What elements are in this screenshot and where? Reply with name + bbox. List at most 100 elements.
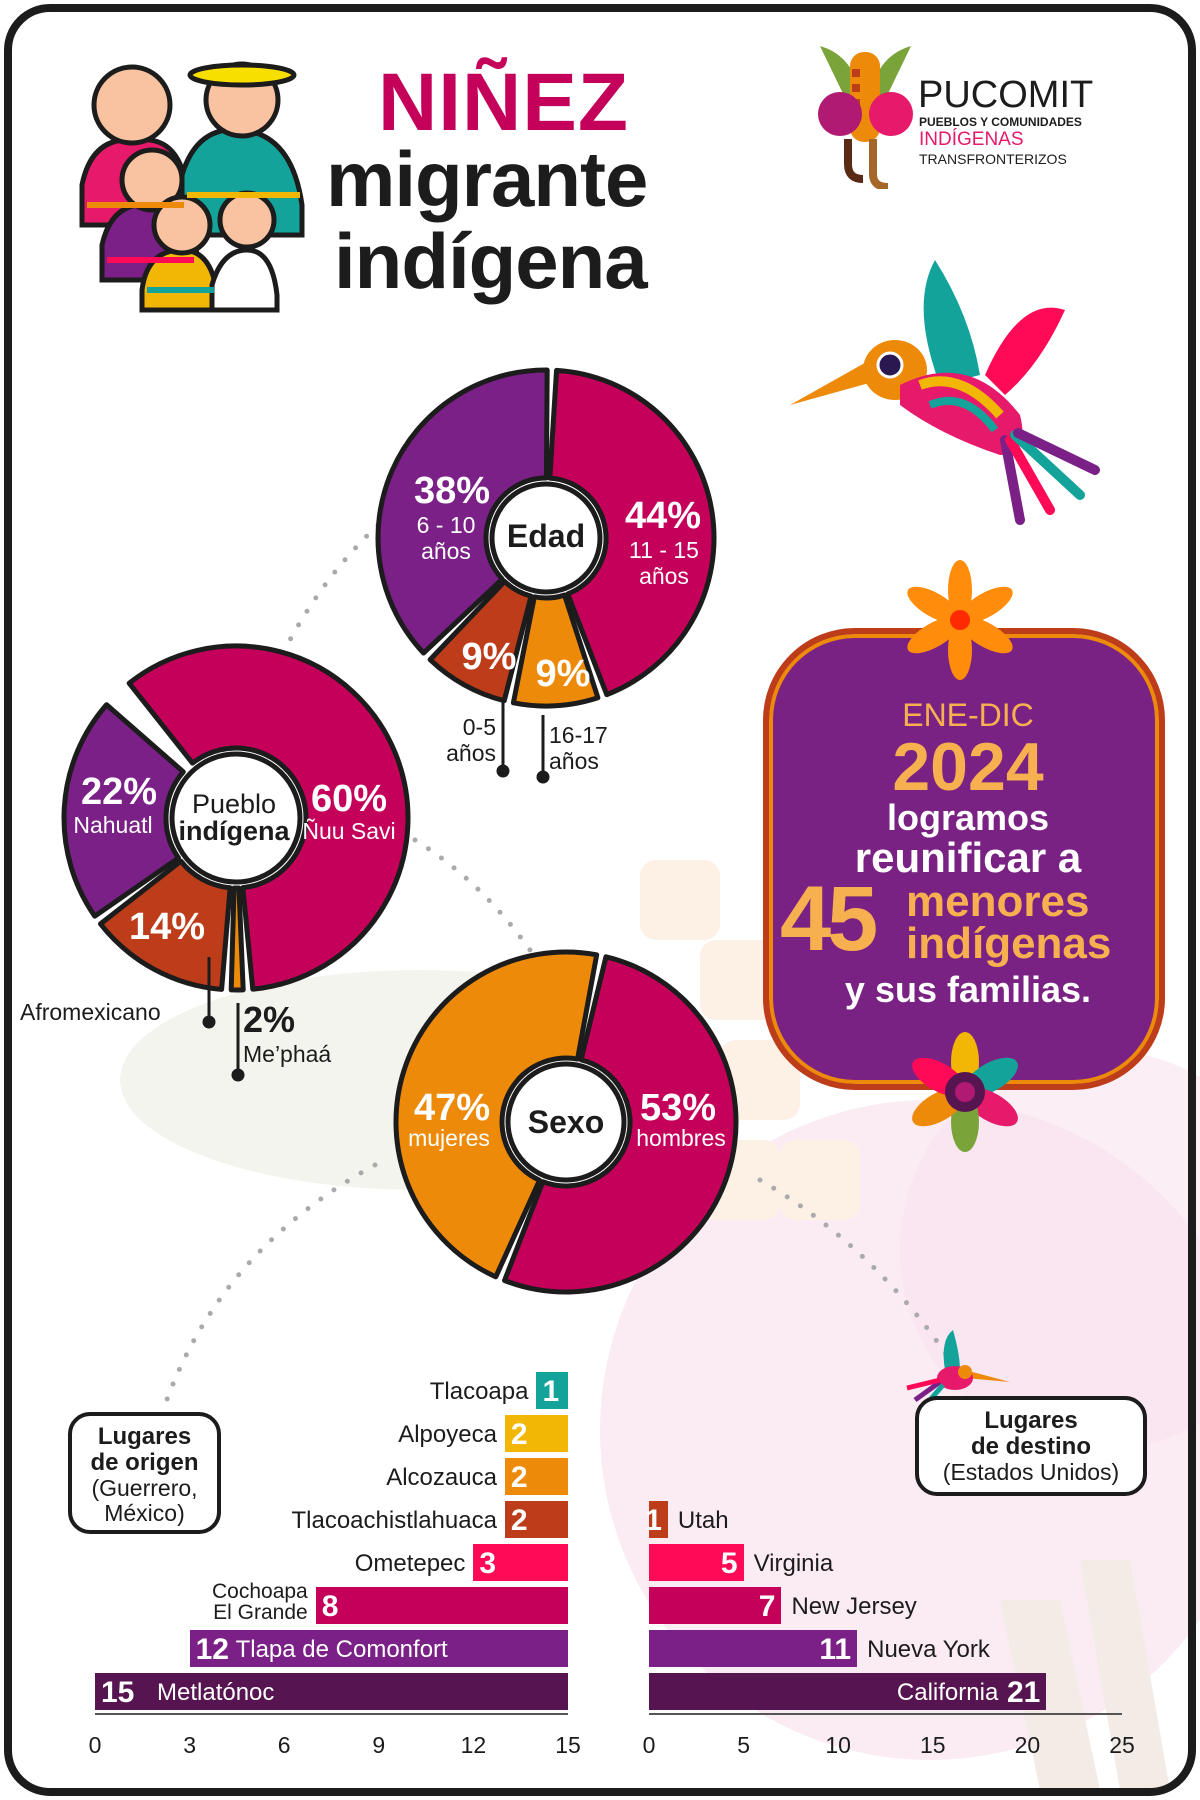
- origin-axis-line: [95, 1713, 568, 1715]
- origin-bar-label: Tlapa de Comonfort: [235, 1636, 448, 1663]
- destination-axis-tick: 5: [737, 1732, 750, 1758]
- origin-bar: 15 Metlatónoc: [95, 1673, 568, 1710]
- logo-line3: TRANSFRONTERIZOS: [919, 151, 1067, 167]
- destination-axis-line: [649, 1713, 1122, 1715]
- destination-bar: 21 California: [649, 1673, 1047, 1710]
- sexo-slice-0: [502, 954, 739, 1295]
- origin-bar-label: Alpoyeca: [398, 1421, 497, 1448]
- origin-bar-label: Ometepec: [354, 1550, 466, 1577]
- destination-bar-label: Utah: [677, 1507, 729, 1534]
- origin-bar: 2: [504, 1501, 568, 1538]
- orange-flower-icon: [907, 560, 1013, 680]
- destination-legend: Lugares de destino (Estados Unidos): [915, 1396, 1147, 1496]
- origin-bar: 12 Tlapa de Comonfort: [189, 1630, 568, 1667]
- origin-axis-tick: 0: [88, 1732, 102, 1758]
- sexo-pct-hombres: 53%: [639, 1087, 717, 1129]
- origin-bar-label: Cochoapa El Grande: [211, 1580, 308, 1624]
- origin-bar-label: Tlacoachistlahuaca: [291, 1507, 497, 1534]
- destination-bar: 11: [649, 1630, 858, 1667]
- pueblo-label-mephaa: Me’phaá: [243, 1041, 332, 1067]
- origin-legend-title1: Lugares: [97, 1423, 192, 1450]
- period-label: ENE-DIC: [902, 697, 1034, 733]
- sexo-label-mujeres: mujeres: [408, 1125, 490, 1151]
- edad-label-16-17-anos: años: [549, 748, 599, 774]
- origin-bar-value: 2: [510, 1504, 528, 1537]
- pueblo-label-afromexicano: Afromexicano: [20, 999, 161, 1025]
- origin-bar-label: Tlacoapa: [429, 1378, 529, 1405]
- pueblo-center-label2: indígena: [178, 816, 290, 846]
- destination-bar-label: Nueva York: [867, 1636, 990, 1663]
- destination-axis-tick: 25: [1109, 1732, 1135, 1758]
- edad-label-6-10: 6 - 10: [416, 512, 476, 538]
- destination-legend-sub: (Estados Unidos): [942, 1458, 1120, 1485]
- pueblo-slice-1: [228, 885, 246, 993]
- hummingbird-illustration: [790, 260, 1100, 525]
- origin-bar: 1: [536, 1372, 568, 1409]
- highlight-line1: logramos: [886, 797, 1050, 838]
- destination-bar-label: Virginia: [753, 1550, 834, 1577]
- origin-bar-value: 12: [195, 1633, 229, 1666]
- edad-pct-0-5: 9%: [461, 636, 517, 678]
- edad-label-6-10-anos: años: [421, 538, 471, 564]
- sexo-center-circle: [505, 1061, 627, 1183]
- origin-legend-sub2: México): [104, 1499, 185, 1526]
- destination-bar: 5: [649, 1544, 744, 1581]
- edad-center-label: Edad: [506, 518, 586, 554]
- logo-line2: INDÍGENAS: [919, 129, 1024, 150]
- corn-logo-icon: [818, 46, 913, 189]
- title-line1: NIÑEZ: [378, 57, 629, 148]
- sexo-center-label: Sexo: [527, 1104, 605, 1140]
- edad-slice-2: [427, 578, 534, 704]
- destination-axis-tick: 0: [642, 1732, 656, 1758]
- children-illustration: [79, 61, 305, 313]
- colorful-flower-icon: [912, 1032, 1018, 1152]
- edad-label-0-5-anos: años: [446, 740, 496, 766]
- origin-axis-tick: 3: [183, 1732, 196, 1758]
- year-label: 2024: [892, 729, 1044, 805]
- origin-axis-tick: 9: [372, 1732, 386, 1758]
- pueblo-pct-nuu-savi: 60%: [310, 778, 388, 820]
- pueblo-pct-nahuatl: 22%: [80, 771, 158, 813]
- highlight-line4: indígenas: [906, 919, 1112, 968]
- destination-bar-value: 1: [645, 1504, 662, 1537]
- pucomit-logo: PUCOMIT PUEBLOS Y COMUNIDADES INDÍGENAS …: [818, 44, 1098, 189]
- origin-legend-title2: de origen: [90, 1448, 199, 1476]
- edad-label-11-15-anos: años: [639, 563, 689, 589]
- origin-axis-tick: 15: [555, 1732, 581, 1758]
- origin-axis-tick: 12: [460, 1732, 487, 1758]
- edad-slice-3: [375, 367, 550, 656]
- reunified-count: 45: [780, 868, 878, 970]
- destination-bar-value: 21: [1006, 1676, 1041, 1709]
- pueblo-slice-3: [61, 702, 186, 919]
- origin-bar-value: 2: [510, 1418, 528, 1451]
- edad-label-16-17: 16-17: [549, 722, 608, 748]
- sexo-pct-mujeres: 47%: [413, 1087, 491, 1129]
- destination-axis-tick: 10: [825, 1732, 851, 1758]
- destination-legend-title1: Lugares: [984, 1407, 1078, 1434]
- edad-slice-1: [510, 592, 601, 709]
- origin-bar: 8: [315, 1587, 568, 1624]
- highlight-line5: y sus familias.: [844, 969, 1092, 1010]
- edad-pct-6-10: 38%: [413, 470, 491, 512]
- destination-bar-value: 11: [819, 1633, 852, 1666]
- destination-axis-tick: 15: [920, 1732, 946, 1758]
- edad-pct-16-17: 9%: [535, 653, 591, 695]
- small-hummingbird-icon: [906, 1330, 1010, 1410]
- edad-slice-0: [547, 367, 717, 698]
- origin-bar: 2: [504, 1415, 568, 1452]
- origin-axis-tick: 6: [277, 1732, 291, 1758]
- origin-bar-value: 15: [101, 1676, 135, 1709]
- pueblo-center-circle: [169, 751, 303, 885]
- logo-line1: PUEBLOS Y COMUNIDADES: [919, 115, 1082, 129]
- destination-bar: 7: [649, 1587, 782, 1624]
- origin-bar: 2: [504, 1458, 568, 1495]
- destination-bar-value: 7: [758, 1590, 776, 1623]
- sexo-slice-1: [393, 949, 600, 1280]
- pueblo-pct-afromexicano: 14%: [128, 906, 206, 948]
- edad-center-circle: [489, 481, 603, 595]
